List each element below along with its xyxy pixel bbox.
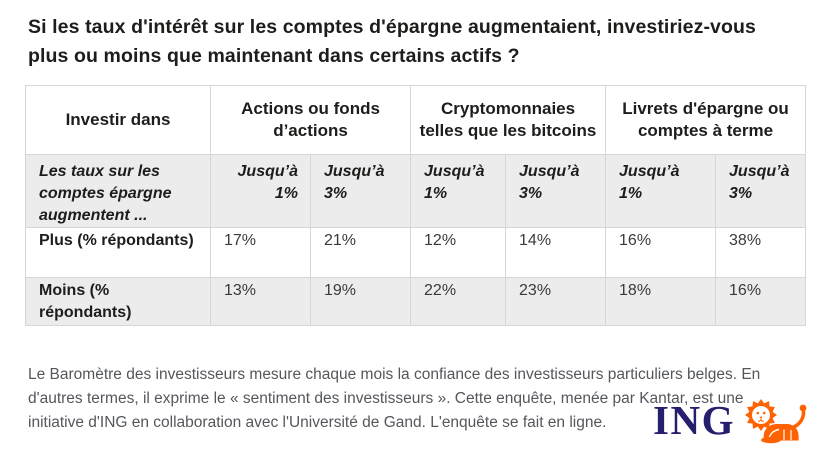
value-cell: 19%	[309, 277, 412, 326]
table-row-plus: Plus (% répondants) 17% 21% 12% 14% 16% …	[25, 227, 807, 278]
value-cell: 16%	[715, 277, 807, 326]
ing-logo-text: ING	[653, 396, 735, 443]
value-cell: 13%	[210, 277, 311, 326]
row-label-moins: Moins (% répondants)	[25, 277, 211, 326]
subheader-cell: Jusqu’à 3%	[505, 154, 607, 228]
table-group-header-row: Investir dans Actions ou fonds d’actions…	[25, 85, 807, 155]
group-header-livrets: Livrets d'épargne ou comptes à terme	[605, 85, 807, 155]
table-row-moins: Moins (% répondants) 13% 19% 22% 23% 18%…	[25, 277, 807, 326]
value-cell: 23%	[505, 277, 607, 326]
table-subheader-row: Les taux sur les comptes épargne augment…	[25, 154, 807, 228]
group-header-crypto: Cryptomonnaies telles que les bitcoins	[410, 85, 607, 155]
corner-cell: Investir dans	[25, 85, 211, 155]
subheader-cell: Jusqu’à 3%	[715, 154, 807, 228]
footer-note: Le Baromètre des investisseurs mesure ch…	[28, 365, 761, 431]
value-cell: 16%	[605, 227, 717, 278]
value-cell: 12%	[410, 227, 507, 278]
survey-table: Investir dans Actions ou fonds d’actions…	[25, 85, 807, 326]
ing-lion-icon	[744, 396, 808, 444]
value-cell: 17%	[210, 227, 311, 278]
subheader-cell: Jusqu’à 3%	[309, 154, 412, 228]
value-cell: 21%	[309, 227, 412, 278]
group-header-actions: Actions ou fonds d’actions	[209, 85, 412, 155]
row-label-plus: Plus (% répondants)	[25, 227, 211, 278]
value-cell: 38%	[715, 227, 807, 278]
value-cell: 18%	[605, 277, 717, 326]
page-title: Si les taux d'intérêt sur les comptes d'…	[28, 16, 756, 67]
value-cell: 22%	[410, 277, 507, 326]
ing-logo: ING	[638, 391, 808, 449]
subheader-cell: Jusqu’à 1%	[410, 154, 507, 228]
value-cell: 14%	[505, 227, 607, 278]
subheader-cell: Jusqu’à 1%	[605, 154, 717, 228]
subheader-cell: Jusqu’à 1%	[210, 154, 311, 228]
subheader-row-label: Les taux sur les comptes épargne augment…	[25, 154, 211, 228]
